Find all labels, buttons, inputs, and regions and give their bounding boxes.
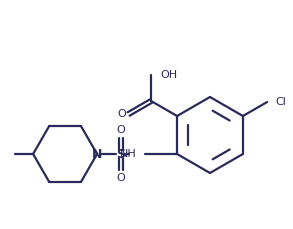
Text: OH: OH [160, 70, 177, 80]
Text: O: O [117, 173, 125, 183]
Text: N: N [92, 147, 102, 161]
Text: O: O [117, 109, 126, 119]
Text: O: O [117, 125, 125, 135]
Text: S: S [117, 147, 126, 161]
Text: Cl: Cl [275, 97, 286, 107]
Text: NH: NH [120, 149, 137, 159]
